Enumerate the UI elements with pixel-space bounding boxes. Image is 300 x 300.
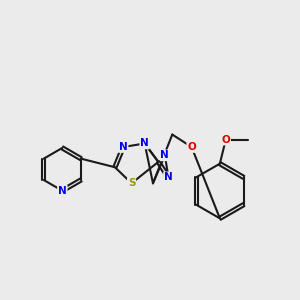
Text: N: N	[140, 139, 149, 148]
Text: N: N	[119, 142, 128, 152]
Text: N: N	[164, 172, 173, 182]
Text: O: O	[187, 142, 196, 152]
Text: N: N	[58, 186, 67, 196]
Text: N: N	[160, 150, 169, 160]
Text: S: S	[128, 178, 135, 188]
Text: O: O	[221, 135, 230, 145]
